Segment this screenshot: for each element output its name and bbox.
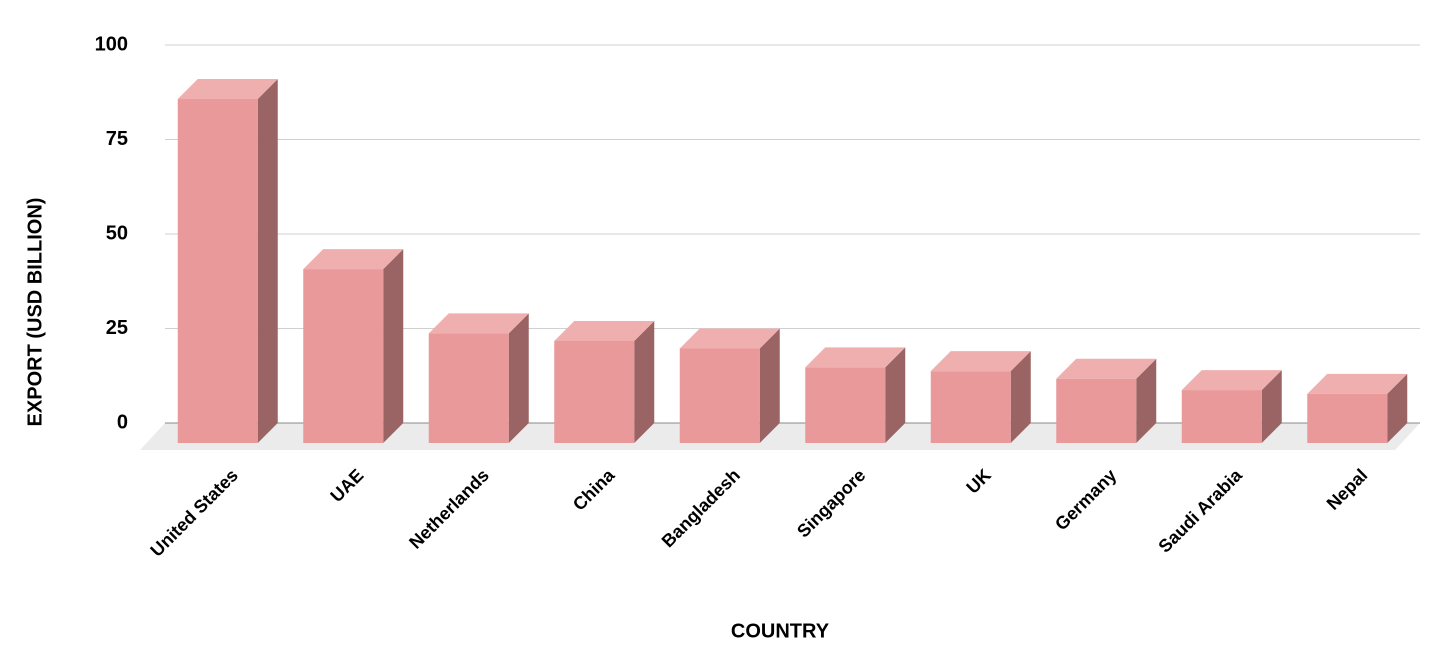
bar	[303, 269, 384, 443]
x-tick-label: China	[569, 464, 619, 514]
x-tick-label: UK	[962, 465, 995, 498]
bar	[554, 340, 635, 443]
bar-side	[634, 320, 655, 443]
x-tick-label: Singapore	[793, 465, 869, 541]
bar	[1307, 393, 1388, 443]
bar-top	[1181, 370, 1282, 391]
bar-top	[679, 328, 780, 349]
bar-top	[805, 347, 906, 368]
bar-side	[508, 313, 529, 443]
y-tick-label: 25	[106, 317, 128, 339]
bar-top	[177, 79, 278, 100]
bar-side	[383, 249, 404, 443]
bar	[177, 99, 258, 444]
bar-top	[554, 320, 655, 341]
bar	[930, 371, 1011, 443]
x-tick-label: Saudi Arabia	[1154, 464, 1246, 556]
x-tick-label: UAE	[326, 465, 367, 506]
x-axis-title: COUNTRY	[731, 620, 830, 642]
bar-top	[1307, 373, 1408, 394]
y-tick-label: 100	[95, 33, 128, 55]
y-tick-label: 75	[106, 128, 128, 150]
y-tick-label: 0	[117, 411, 128, 433]
x-tick-label: Netherlands	[405, 465, 493, 553]
y-tick-label: 50	[106, 222, 128, 244]
bar-side	[1010, 351, 1031, 443]
bar-side	[759, 328, 780, 443]
bar	[1056, 378, 1137, 443]
bar-side	[1261, 370, 1282, 443]
bar-side	[257, 79, 278, 444]
x-tick-label: Bangladesh	[658, 465, 744, 551]
bar-side	[1387, 373, 1408, 443]
x-tick-label: Nepal	[1323, 465, 1372, 514]
bar	[679, 348, 760, 443]
bar-top	[303, 249, 404, 270]
bar	[805, 367, 886, 443]
bar-top	[428, 313, 529, 334]
bar	[428, 333, 509, 443]
bar-side	[1136, 358, 1157, 443]
x-tick-label: Germany	[1051, 465, 1120, 534]
x-tick-label: United States	[146, 465, 241, 560]
bar-top	[930, 351, 1031, 372]
bar-side	[885, 347, 906, 443]
bar	[1181, 390, 1262, 443]
y-axis-title: EXPORT (USD BILLION)	[24, 198, 46, 427]
bar-top	[1056, 358, 1157, 379]
